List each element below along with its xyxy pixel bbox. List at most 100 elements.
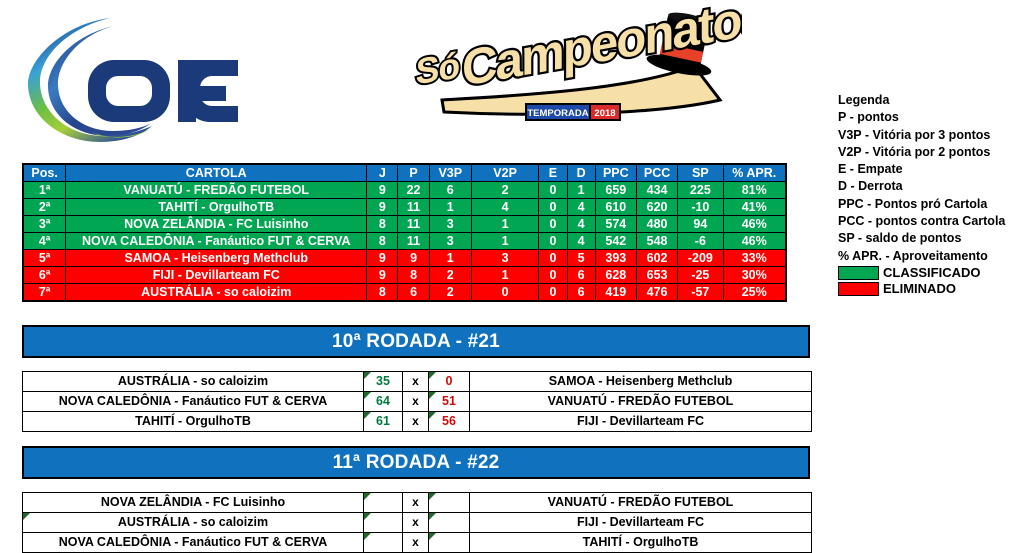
standings-row: 2ª TAHITÍ - OrgulhoTB 9 11 1 4 0 4 610 620 -10 41%	[22, 198, 787, 216]
legend-eliminated: ELIMINADO	[838, 282, 1018, 297]
comment-marker-icon	[429, 513, 436, 520]
standings-cell-pcc: 476	[635, 283, 679, 302]
round-header-10: 10ª RODADA - #21	[22, 325, 810, 358]
standings-cell-v3p: 1	[428, 249, 472, 267]
match-separator-text: x	[412, 374, 419, 388]
standings-cell-j: 9	[366, 181, 399, 199]
match-table-round-10: AUSTRÁLIA - so caloizim 35 x 0 SAMOA - Heise…	[22, 371, 812, 432]
match-away-team-text: SAMOA - Heisenberg Methclub	[548, 374, 733, 388]
standings-cell-ppc: 628	[594, 266, 637, 284]
match-score-home-text: 61	[376, 414, 390, 428]
match-score-home: 64	[363, 391, 403, 412]
standings-cell-sp: 225	[677, 181, 724, 199]
legend-row-p: P - pontos	[838, 110, 899, 125]
standings-cell-apr: 33%	[722, 249, 787, 267]
standings-cell-d: 4	[566, 232, 596, 250]
standings-cell-p: 9	[397, 249, 430, 267]
standings-cell-v3p: 3	[428, 215, 472, 233]
legend-qualified: CLASSIFICADO	[838, 266, 1018, 281]
header-pcc: PCC	[635, 163, 679, 182]
ofc-logo	[22, 12, 254, 148]
standings-cell-v2p: 4	[470, 198, 540, 216]
legend-row-apr: % APR. - Aproveitamento	[838, 248, 988, 263]
standings-cell-e: 0	[538, 181, 568, 199]
standings-cell-apr: 46%	[722, 232, 787, 250]
standings-cell-d: 6	[566, 283, 596, 302]
match-score-away	[428, 492, 470, 513]
match-home-team: AUSTRÁLIA - so caloizim	[22, 512, 364, 533]
standings-cell-v2p: 0	[470, 283, 540, 302]
standings-cell-pos: 1ª	[22, 181, 67, 199]
comment-marker-icon	[364, 533, 371, 540]
header-sp: SP	[677, 163, 724, 182]
match-score-home	[363, 532, 403, 553]
standings-row: 5ª SAMOA - Heisenberg Methclub 9 9 1 3 0 5 393 60…	[22, 249, 787, 267]
standings-cell-cartola: AUSTRÁLIA - so caloizim	[65, 283, 368, 302]
match-separator-text: x	[412, 515, 419, 529]
standings-cell-v3p: 1	[428, 198, 472, 216]
ofc-logo-graphic	[28, 18, 238, 142]
standings-cell-v2p: 1	[470, 215, 540, 233]
match-away-team: FIJI - Devillarteam FC	[469, 512, 812, 533]
standings-cell-e: 0	[538, 198, 568, 216]
match-score-away-text: 56	[442, 414, 456, 428]
standings-cell-pos: 6ª	[22, 266, 67, 284]
standings-cell-apr: 46%	[722, 215, 787, 233]
standings-cell-d: 1	[566, 181, 596, 199]
standings-row: 7ª AUSTRÁLIA - so caloizim 8 6 2 0 0 6 419 476 -57…	[22, 283, 787, 302]
standings-cell-cartola: NOVA ZELÂNDIA - FC Luisinho	[65, 215, 368, 233]
standings-cell-pcc: 602	[635, 249, 679, 267]
standings-cell-e: 0	[538, 232, 568, 250]
match-home-team: NOVA CALEDÔNIA - Fanáutico FUT & CERVA	[22, 391, 364, 412]
match-score-away	[428, 532, 470, 553]
standings-cell-v3p: 2	[428, 266, 472, 284]
standings-row: 4ª NOVA CALEDÔNIA - Fanáutico FUT & CERVA…	[22, 232, 787, 250]
match-separator-text: x	[412, 535, 419, 549]
standings-cell-sp: -6	[677, 232, 724, 250]
standings-cell-pcc: 620	[635, 198, 679, 216]
standings-cell-cartola: SAMOA - Heisenberg Methclub	[65, 249, 368, 267]
header-e: E	[538, 163, 568, 182]
header-v3p: V3P	[428, 163, 472, 182]
match-separator-text: x	[412, 414, 419, 428]
match-score-away: 0	[428, 371, 470, 392]
header-j: J	[366, 163, 399, 182]
standings-cell-p: 11	[397, 215, 430, 233]
standings-cell-apr: 25%	[722, 283, 787, 302]
standings-cell-pcc: 480	[635, 215, 679, 233]
eliminated-swatch	[838, 282, 879, 297]
standings-cell-sp: 94	[677, 215, 724, 233]
standings-cell-p: 6	[397, 283, 430, 302]
match-away-team: TAHITÍ - OrgulhoTB	[469, 532, 812, 553]
comment-marker-icon	[429, 533, 436, 540]
match-home-team-text: NOVA CALEDÔNIA - Fanáutico FUT & CERVA	[58, 535, 328, 549]
match-score-away: 56	[428, 411, 470, 432]
standings-cell-sp: -25	[677, 266, 724, 284]
comment-marker-icon	[429, 493, 436, 500]
standings-cell-pcc: 653	[635, 266, 679, 284]
legend-row-e: E - Empate	[838, 162, 903, 177]
match-separator-text: x	[412, 394, 419, 408]
standings-table: Pos. CARTOLA J P V3P V2P E D PPC PCC SP …	[22, 163, 787, 302]
match-separator: x	[402, 492, 429, 513]
standings-cell-e: 0	[538, 249, 568, 267]
standings-cell-d: 5	[566, 249, 596, 267]
standings-cell-v3p: 6	[428, 181, 472, 199]
standings-cell-apr: 41%	[722, 198, 787, 216]
temporada-label: TEMPORADA	[527, 108, 588, 119]
standings-cell-apr: 81%	[722, 181, 787, 199]
comment-marker-icon	[364, 513, 371, 520]
standings-cell-ppc: 610	[594, 198, 637, 216]
match-away-team: VANUATÚ - FREDÃO FUTEBOL	[469, 391, 812, 412]
standings-cell-pos: 7ª	[22, 283, 67, 302]
match-score-away: 51	[428, 391, 470, 412]
match-table-round-11: NOVA ZELÂNDIA - FC Luisinho x VANUATÚ - FR…	[22, 492, 812, 553]
standings-cell-cartola: TAHITÍ - OrgulhoTB	[65, 198, 368, 216]
match-score-home: 61	[363, 411, 403, 432]
match-row: AUSTRÁLIA - so caloizim x FIJI - Devillart…	[22, 512, 812, 533]
comment-marker-icon	[429, 392, 436, 399]
standings-cell-e: 0	[538, 266, 568, 284]
match-row: NOVA CALEDÔNIA - Fanáutico FUT & CERVA 64…	[22, 391, 812, 412]
standings-cell-j: 9	[366, 198, 399, 216]
so-campeonatos-graphic: Só Campeonatos TEMPORADA 2018	[413, 4, 742, 121]
